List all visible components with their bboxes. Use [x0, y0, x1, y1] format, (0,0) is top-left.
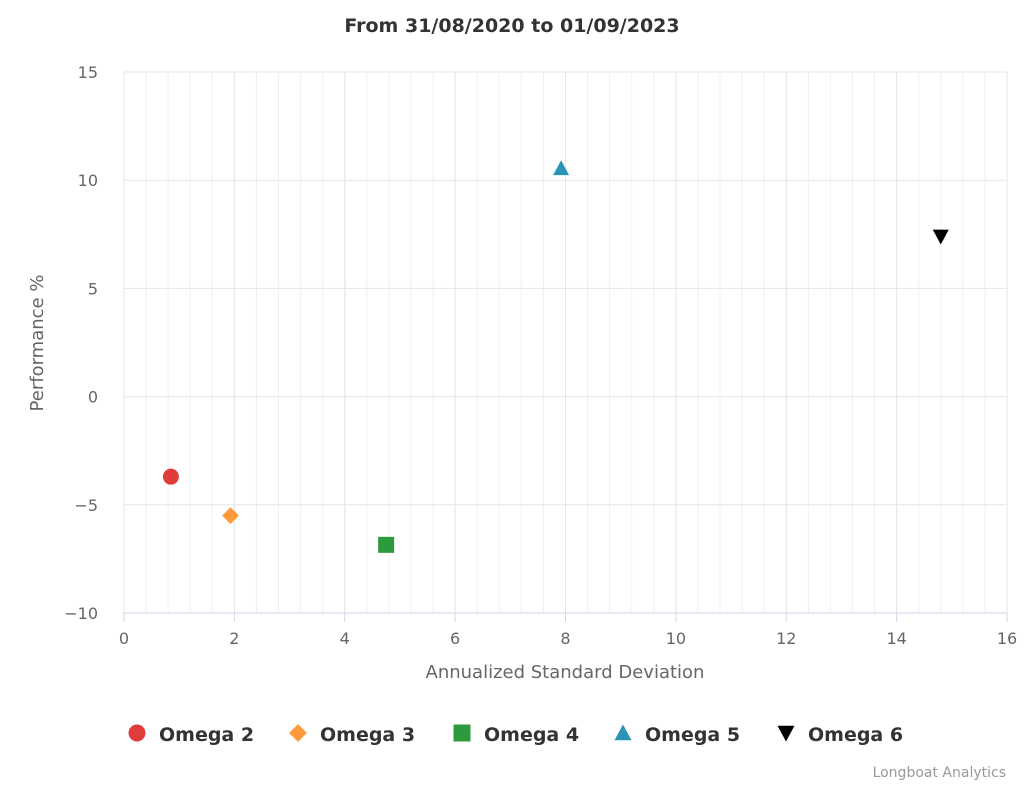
data-point-omega-5[interactable]: [553, 160, 570, 176]
legend-item-omega-5[interactable]: Omega 5: [614, 724, 741, 746]
legend-label: Omega 5: [645, 724, 740, 746]
legend-label: Omega 2: [159, 724, 254, 746]
y-tick-label: 10: [78, 171, 98, 190]
credit-label[interactable]: Longboat Analytics: [873, 765, 1006, 781]
data-point-omega-4[interactable]: [378, 536, 395, 553]
legend-symbol-triangle-down[interactable]: [777, 725, 795, 742]
y-tick-label: 15: [78, 63, 98, 82]
grid: [123, 71, 1008, 614]
x-tick-label: 4: [340, 629, 350, 648]
x-tick-label: 12: [776, 629, 796, 648]
y-tick-label: 0: [88, 388, 98, 407]
legend-symbol-circle[interactable]: [128, 724, 146, 742]
y-tick-label: −5: [74, 496, 98, 515]
legend-item-omega-3[interactable]: Omega 3: [289, 724, 415, 746]
y-axis-title: Performance %: [27, 275, 48, 412]
x-tick-label: 14: [886, 629, 906, 648]
legend-label: Omega 4: [484, 724, 579, 746]
legend: Omega 2 Omega 3 Omega 4 Omega 5 Omega 6: [128, 724, 904, 746]
legend-label: Omega 6: [808, 724, 903, 746]
legend-symbol-square[interactable]: [453, 724, 471, 742]
y-tick-label: −10: [64, 604, 98, 623]
data-point-omega-6[interactable]: [932, 229, 949, 245]
data-points: [162, 160, 949, 553]
legend-symbol-diamond[interactable]: [289, 724, 307, 742]
axes: 0 2 4 6 8 10 12 14 16 15 10 5 0 −5 −10: [64, 63, 1017, 648]
chart-title: From 31/08/2020 to 01/09/2023: [344, 15, 679, 37]
x-tick-label: 8: [560, 629, 570, 648]
legend-item-omega-6[interactable]: Omega 6: [777, 724, 904, 746]
x-tick-label: 16: [997, 629, 1017, 648]
data-point-omega-2[interactable]: [162, 468, 179, 485]
legend-label: Omega 3: [320, 724, 415, 746]
legend-item-omega-2[interactable]: Omega 2: [128, 724, 255, 746]
y-tick-label: 5: [88, 279, 98, 298]
x-tick-label: 2: [229, 629, 239, 648]
legend-item-omega-4[interactable]: Omega 4: [453, 724, 580, 746]
legend-symbol-triangle[interactable]: [614, 724, 632, 741]
x-axis-title: Annualized Standard Deviation: [426, 662, 705, 683]
x-tick-label: 6: [450, 629, 460, 648]
data-point-omega-3[interactable]: [222, 507, 239, 525]
x-tick-label: 10: [666, 629, 686, 648]
x-tick-label: 0: [119, 629, 129, 648]
